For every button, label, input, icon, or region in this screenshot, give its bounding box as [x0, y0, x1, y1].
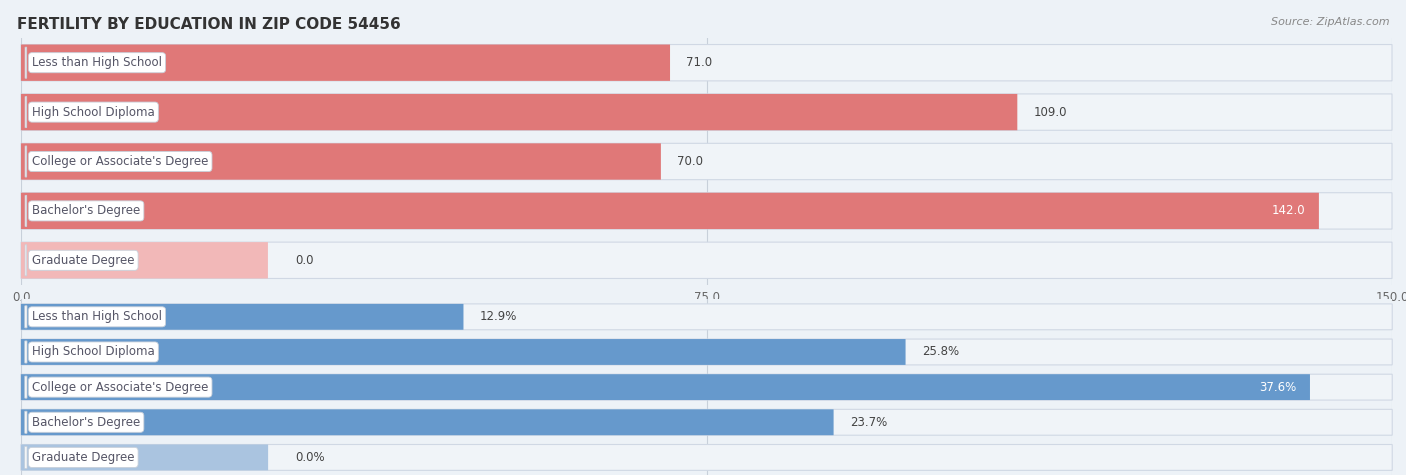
FancyBboxPatch shape — [21, 445, 269, 470]
Text: 0.0%: 0.0% — [295, 451, 325, 464]
Text: 23.7%: 23.7% — [849, 416, 887, 429]
Text: Bachelor's Degree: Bachelor's Degree — [32, 416, 141, 429]
Text: Less than High School: Less than High School — [32, 310, 162, 323]
FancyBboxPatch shape — [25, 47, 27, 78]
FancyBboxPatch shape — [21, 304, 1392, 330]
FancyBboxPatch shape — [21, 143, 1392, 180]
Text: 70.0: 70.0 — [678, 155, 703, 168]
FancyBboxPatch shape — [25, 446, 27, 468]
FancyBboxPatch shape — [21, 143, 661, 180]
Text: 71.0: 71.0 — [686, 56, 713, 69]
FancyBboxPatch shape — [21, 193, 1392, 229]
FancyBboxPatch shape — [21, 374, 1310, 400]
Text: 142.0: 142.0 — [1271, 204, 1305, 218]
FancyBboxPatch shape — [21, 339, 905, 365]
FancyBboxPatch shape — [21, 242, 269, 278]
FancyBboxPatch shape — [21, 45, 671, 81]
Text: 109.0: 109.0 — [1033, 105, 1067, 119]
FancyBboxPatch shape — [25, 411, 27, 433]
FancyBboxPatch shape — [21, 94, 1018, 130]
Text: 0.0: 0.0 — [295, 254, 314, 267]
FancyBboxPatch shape — [25, 245, 27, 276]
FancyBboxPatch shape — [25, 306, 27, 328]
FancyBboxPatch shape — [21, 45, 1392, 81]
Text: High School Diploma: High School Diploma — [32, 345, 155, 359]
FancyBboxPatch shape — [21, 409, 1392, 435]
FancyBboxPatch shape — [25, 195, 27, 227]
FancyBboxPatch shape — [21, 409, 834, 435]
FancyBboxPatch shape — [21, 94, 1392, 130]
Text: 12.9%: 12.9% — [479, 310, 517, 323]
FancyBboxPatch shape — [25, 376, 27, 398]
Text: FERTILITY BY EDUCATION IN ZIP CODE 54456: FERTILITY BY EDUCATION IN ZIP CODE 54456 — [17, 17, 401, 32]
Text: College or Associate's Degree: College or Associate's Degree — [32, 155, 208, 168]
FancyBboxPatch shape — [21, 193, 1319, 229]
Text: Less than High School: Less than High School — [32, 56, 162, 69]
Text: Graduate Degree: Graduate Degree — [32, 451, 135, 464]
FancyBboxPatch shape — [25, 341, 27, 363]
FancyBboxPatch shape — [21, 304, 464, 330]
Text: 25.8%: 25.8% — [922, 345, 959, 359]
FancyBboxPatch shape — [21, 242, 1392, 278]
FancyBboxPatch shape — [21, 445, 1392, 470]
FancyBboxPatch shape — [21, 339, 1392, 365]
Text: Source: ZipAtlas.com: Source: ZipAtlas.com — [1271, 17, 1389, 27]
Text: Graduate Degree: Graduate Degree — [32, 254, 135, 267]
Text: 37.6%: 37.6% — [1258, 380, 1296, 394]
FancyBboxPatch shape — [25, 146, 27, 177]
FancyBboxPatch shape — [25, 96, 27, 128]
FancyBboxPatch shape — [21, 374, 1392, 400]
Text: College or Associate's Degree: College or Associate's Degree — [32, 380, 208, 394]
Text: Bachelor's Degree: Bachelor's Degree — [32, 204, 141, 218]
Text: High School Diploma: High School Diploma — [32, 105, 155, 119]
